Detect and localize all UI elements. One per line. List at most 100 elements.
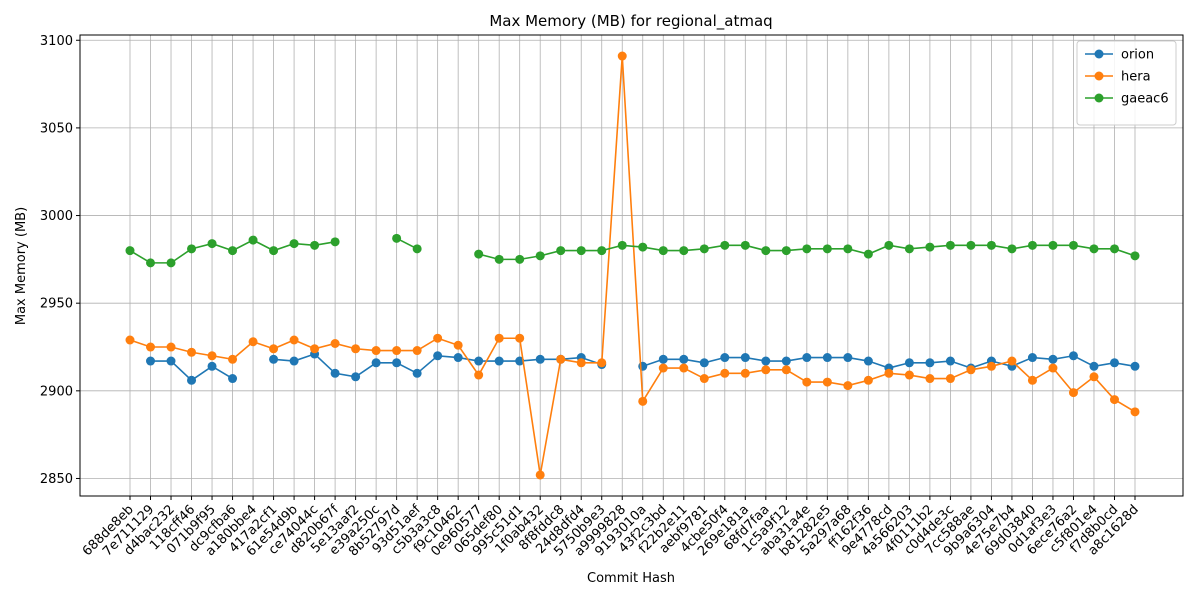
gaeac6-point — [822, 244, 832, 254]
orion-point — [761, 356, 771, 366]
hera-point — [392, 346, 402, 356]
gaeac6-point — [945, 240, 955, 250]
hera-point — [986, 361, 996, 371]
x-axis: 688de8eb7e711129d4bac232118cff46071b9f95… — [80, 496, 1142, 560]
hera-point — [761, 365, 771, 375]
hera-point — [433, 333, 443, 343]
hera-point — [945, 374, 955, 384]
y-tick-label: 3050 — [40, 121, 73, 136]
hera-point — [515, 333, 525, 343]
orion-point — [1089, 361, 1099, 371]
orion-point — [638, 361, 648, 371]
orion-point — [535, 354, 545, 364]
orion-point — [187, 375, 197, 385]
gaeac6-point — [392, 233, 402, 243]
gaeac6-point — [638, 242, 648, 252]
legend-swatch-marker — [1094, 93, 1104, 103]
hera-point — [904, 370, 914, 380]
hera-point — [207, 351, 217, 361]
orion-point — [228, 374, 238, 384]
gaeac6-point — [802, 244, 812, 254]
orion-point — [371, 358, 381, 368]
hera-point — [351, 344, 361, 354]
gaeac6-point — [1109, 244, 1119, 254]
orion-point — [1027, 353, 1037, 363]
x-axis-title: Commit Hash — [587, 571, 675, 586]
orion-point — [781, 356, 791, 366]
hera-point — [474, 370, 484, 380]
orion-point — [679, 354, 689, 364]
hera-point — [1068, 388, 1078, 398]
y-tick-label: 2950 — [40, 297, 73, 312]
hera-point — [248, 337, 258, 347]
legend-label: orion — [1121, 48, 1154, 63]
orion-point — [207, 361, 217, 371]
hera-point — [1130, 407, 1140, 417]
hera-point — [802, 377, 812, 387]
hera-point — [494, 333, 504, 343]
orion-point — [392, 358, 402, 368]
gaeac6-point — [720, 240, 730, 250]
hera-point — [453, 340, 463, 350]
orion-point — [1109, 358, 1119, 368]
legend-swatch-marker — [1094, 49, 1104, 59]
orion-point — [1130, 361, 1140, 371]
gaeac6-point — [904, 244, 914, 254]
gaeac6-point — [535, 251, 545, 261]
series-hera — [125, 51, 1140, 480]
legend-label: hera — [1121, 70, 1151, 85]
gaeac6-point — [843, 244, 853, 254]
hera-point — [781, 365, 791, 375]
gaeac6-point — [494, 254, 504, 264]
gaeac6-point — [269, 246, 279, 256]
legend-item-orion: orion — [1085, 48, 1154, 63]
hera-point — [822, 377, 832, 387]
orion-point — [351, 372, 361, 382]
gaeac6-point — [248, 235, 258, 245]
orion-point — [412, 368, 422, 378]
hera-point — [638, 396, 648, 406]
y-tick-label: 3100 — [40, 34, 73, 49]
hera-point — [699, 374, 709, 384]
orion-point — [740, 353, 750, 363]
gaeac6-point — [474, 249, 484, 259]
gaeac6-point — [207, 239, 217, 249]
hera-point — [330, 339, 340, 349]
hera-point — [720, 368, 730, 378]
legend-item-gaeac6: gaeac6 — [1085, 92, 1169, 107]
hera-point — [617, 51, 627, 61]
hera-point — [535, 470, 545, 480]
hera-point — [310, 344, 320, 354]
gaeac6-point — [679, 246, 689, 256]
gaeac6-point — [1068, 240, 1078, 250]
legend-label: gaeac6 — [1121, 92, 1169, 107]
gaeac6-point — [576, 246, 586, 256]
gaeac6-point — [863, 249, 873, 259]
gaeac6-point — [412, 244, 422, 254]
hera-point — [597, 358, 607, 368]
orion-point — [146, 356, 156, 366]
orion-point — [720, 353, 730, 363]
hera-point — [125, 335, 135, 345]
y-axis: 2850 2900 2950 3000 3050 3100 — [40, 34, 80, 487]
gaeac6-point — [330, 237, 340, 247]
plot-frame — [79, 34, 1184, 497]
y-tick-label: 3000 — [40, 209, 73, 224]
orion-point — [494, 356, 504, 366]
legend-box — [1076, 40, 1177, 126]
hera-point — [1089, 372, 1099, 382]
hera-point — [1007, 356, 1017, 366]
gaeac6-point — [146, 258, 156, 268]
gaeac6-point — [1089, 244, 1099, 254]
hera-point — [187, 347, 197, 357]
hera-point — [576, 358, 586, 368]
hera-line — [129, 55, 1136, 476]
gaeac6-point — [310, 240, 320, 250]
orion-point — [289, 356, 299, 366]
hera-point — [146, 342, 156, 352]
orion-point — [699, 358, 709, 368]
hera-point — [371, 346, 381, 356]
orion-point — [925, 358, 935, 368]
hera-point — [679, 363, 689, 373]
series-gaeac6 — [125, 233, 1140, 268]
